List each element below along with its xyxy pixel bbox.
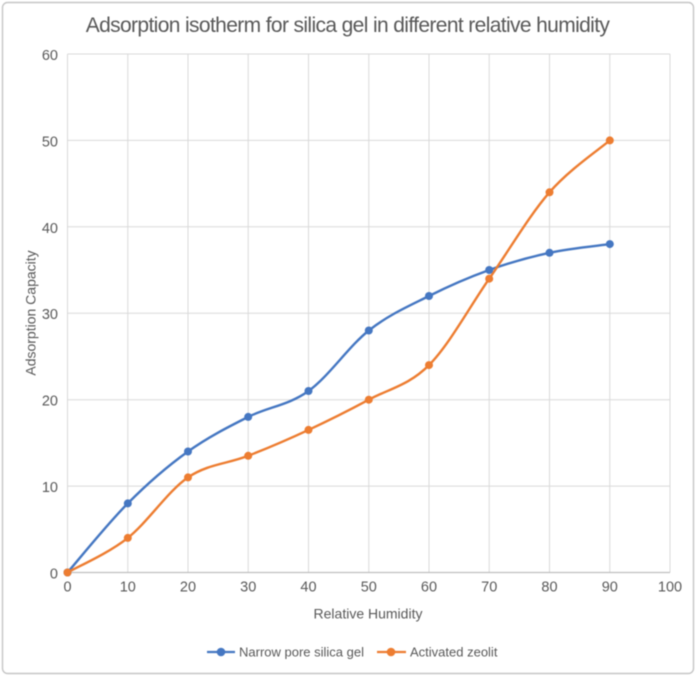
- svg-text:50: 50: [42, 134, 58, 150]
- svg-text:100: 100: [658, 580, 682, 596]
- svg-text:90: 90: [602, 580, 618, 596]
- svg-text:50: 50: [361, 580, 377, 596]
- svg-text:80: 80: [541, 580, 557, 596]
- svg-text:70: 70: [481, 580, 497, 596]
- svg-text:Adsorption Capacity: Adsorption Capacity: [23, 250, 39, 375]
- svg-text:Relative Humidity: Relative Humidity: [314, 606, 423, 622]
- svg-text:40: 40: [42, 221, 58, 237]
- svg-text:40: 40: [300, 580, 316, 596]
- svg-text:0: 0: [63, 580, 71, 596]
- svg-text:30: 30: [42, 307, 58, 323]
- svg-text:Adsorption isotherm for silica: Adsorption isotherm for silica gel in di…: [86, 14, 611, 37]
- svg-text:20: 20: [180, 580, 196, 596]
- svg-text:Activated zeolit: Activated zeolit: [410, 645, 498, 660]
- svg-text:60: 60: [42, 48, 58, 64]
- svg-text:10: 10: [42, 480, 58, 496]
- svg-text:20: 20: [42, 394, 58, 410]
- svg-text:60: 60: [421, 580, 437, 596]
- svg-text:10: 10: [120, 580, 136, 596]
- svg-text:Narrow pore silica gel: Narrow pore silica gel: [239, 645, 364, 660]
- svg-text:0: 0: [50, 567, 58, 583]
- svg-text:30: 30: [240, 580, 256, 596]
